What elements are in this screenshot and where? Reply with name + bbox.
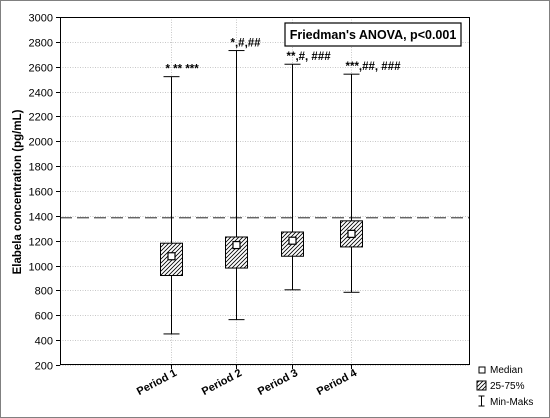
legend: Median 25-75% Min-Maks	[476, 365, 533, 408]
legend-box-swatch	[476, 380, 487, 391]
y-tick-label: 400	[35, 336, 53, 348]
title-box: Friedman's ANOVA, p<0.001	[284, 22, 462, 47]
y-tick-label: 2000	[29, 137, 53, 149]
median-marker	[167, 252, 176, 261]
legend-median-swatch	[478, 366, 486, 374]
significance-annotation: *,#,##	[231, 38, 262, 50]
significance-annotation: ***,##, ###	[346, 61, 402, 73]
y-tick-label: 1800	[29, 162, 53, 174]
y-tick-label: 1000	[29, 262, 53, 274]
box-group-3: **,#, ###	[281, 51, 332, 291]
title-frame	[284, 22, 462, 47]
iqr-box	[225, 236, 248, 269]
y-tick-label: 2400	[29, 88, 53, 100]
legend-whisker-label: Min-Maks	[490, 397, 533, 408]
y-tick-label: 600	[35, 311, 53, 323]
significance-annotation: * ** ***	[166, 64, 200, 76]
x-category-label: Period 1	[135, 367, 179, 398]
y-tick-label: 2800	[29, 38, 53, 50]
y-tick-label: 1400	[29, 212, 53, 224]
significance-annotation: **,#, ###	[287, 51, 332, 63]
median-marker	[288, 236, 297, 245]
x-category-label: Period 4	[315, 367, 360, 398]
plot-border	[60, 17, 470, 365]
y-axis-title: Elabela concentration (pg/mL)	[12, 109, 24, 274]
box-group-1: * ** ***	[160, 64, 200, 335]
x-category-label: Period 3	[256, 367, 300, 398]
legend-whisker-swatch	[478, 395, 485, 407]
box-group-4: ***,##, ###	[340, 61, 402, 293]
y-tick-label: 3000	[29, 13, 53, 25]
chart-title: Friedman's ANOVA, p<0.001	[290, 28, 457, 42]
y-tick-label: 2200	[29, 112, 53, 124]
y-tick-label: 800	[35, 286, 53, 298]
median-marker	[347, 229, 356, 238]
y-tick-label: 2600	[29, 63, 53, 75]
y-tick-label: 200	[35, 361, 53, 373]
grid-layer	[60, 17, 470, 366]
median-marker	[232, 240, 241, 250]
y-tick-label: 1600	[29, 187, 53, 199]
y-tick-label: 1200	[29, 237, 53, 249]
box-group-2: *,#,##	[225, 38, 262, 321]
x-category-label: Period 2	[200, 367, 244, 398]
box-layer: * ** *** *,#,## **,#, ### ***,##, ###	[160, 38, 402, 335]
legend-median-label: Median	[490, 365, 523, 376]
legend-box-label: 25-75%	[490, 381, 525, 392]
